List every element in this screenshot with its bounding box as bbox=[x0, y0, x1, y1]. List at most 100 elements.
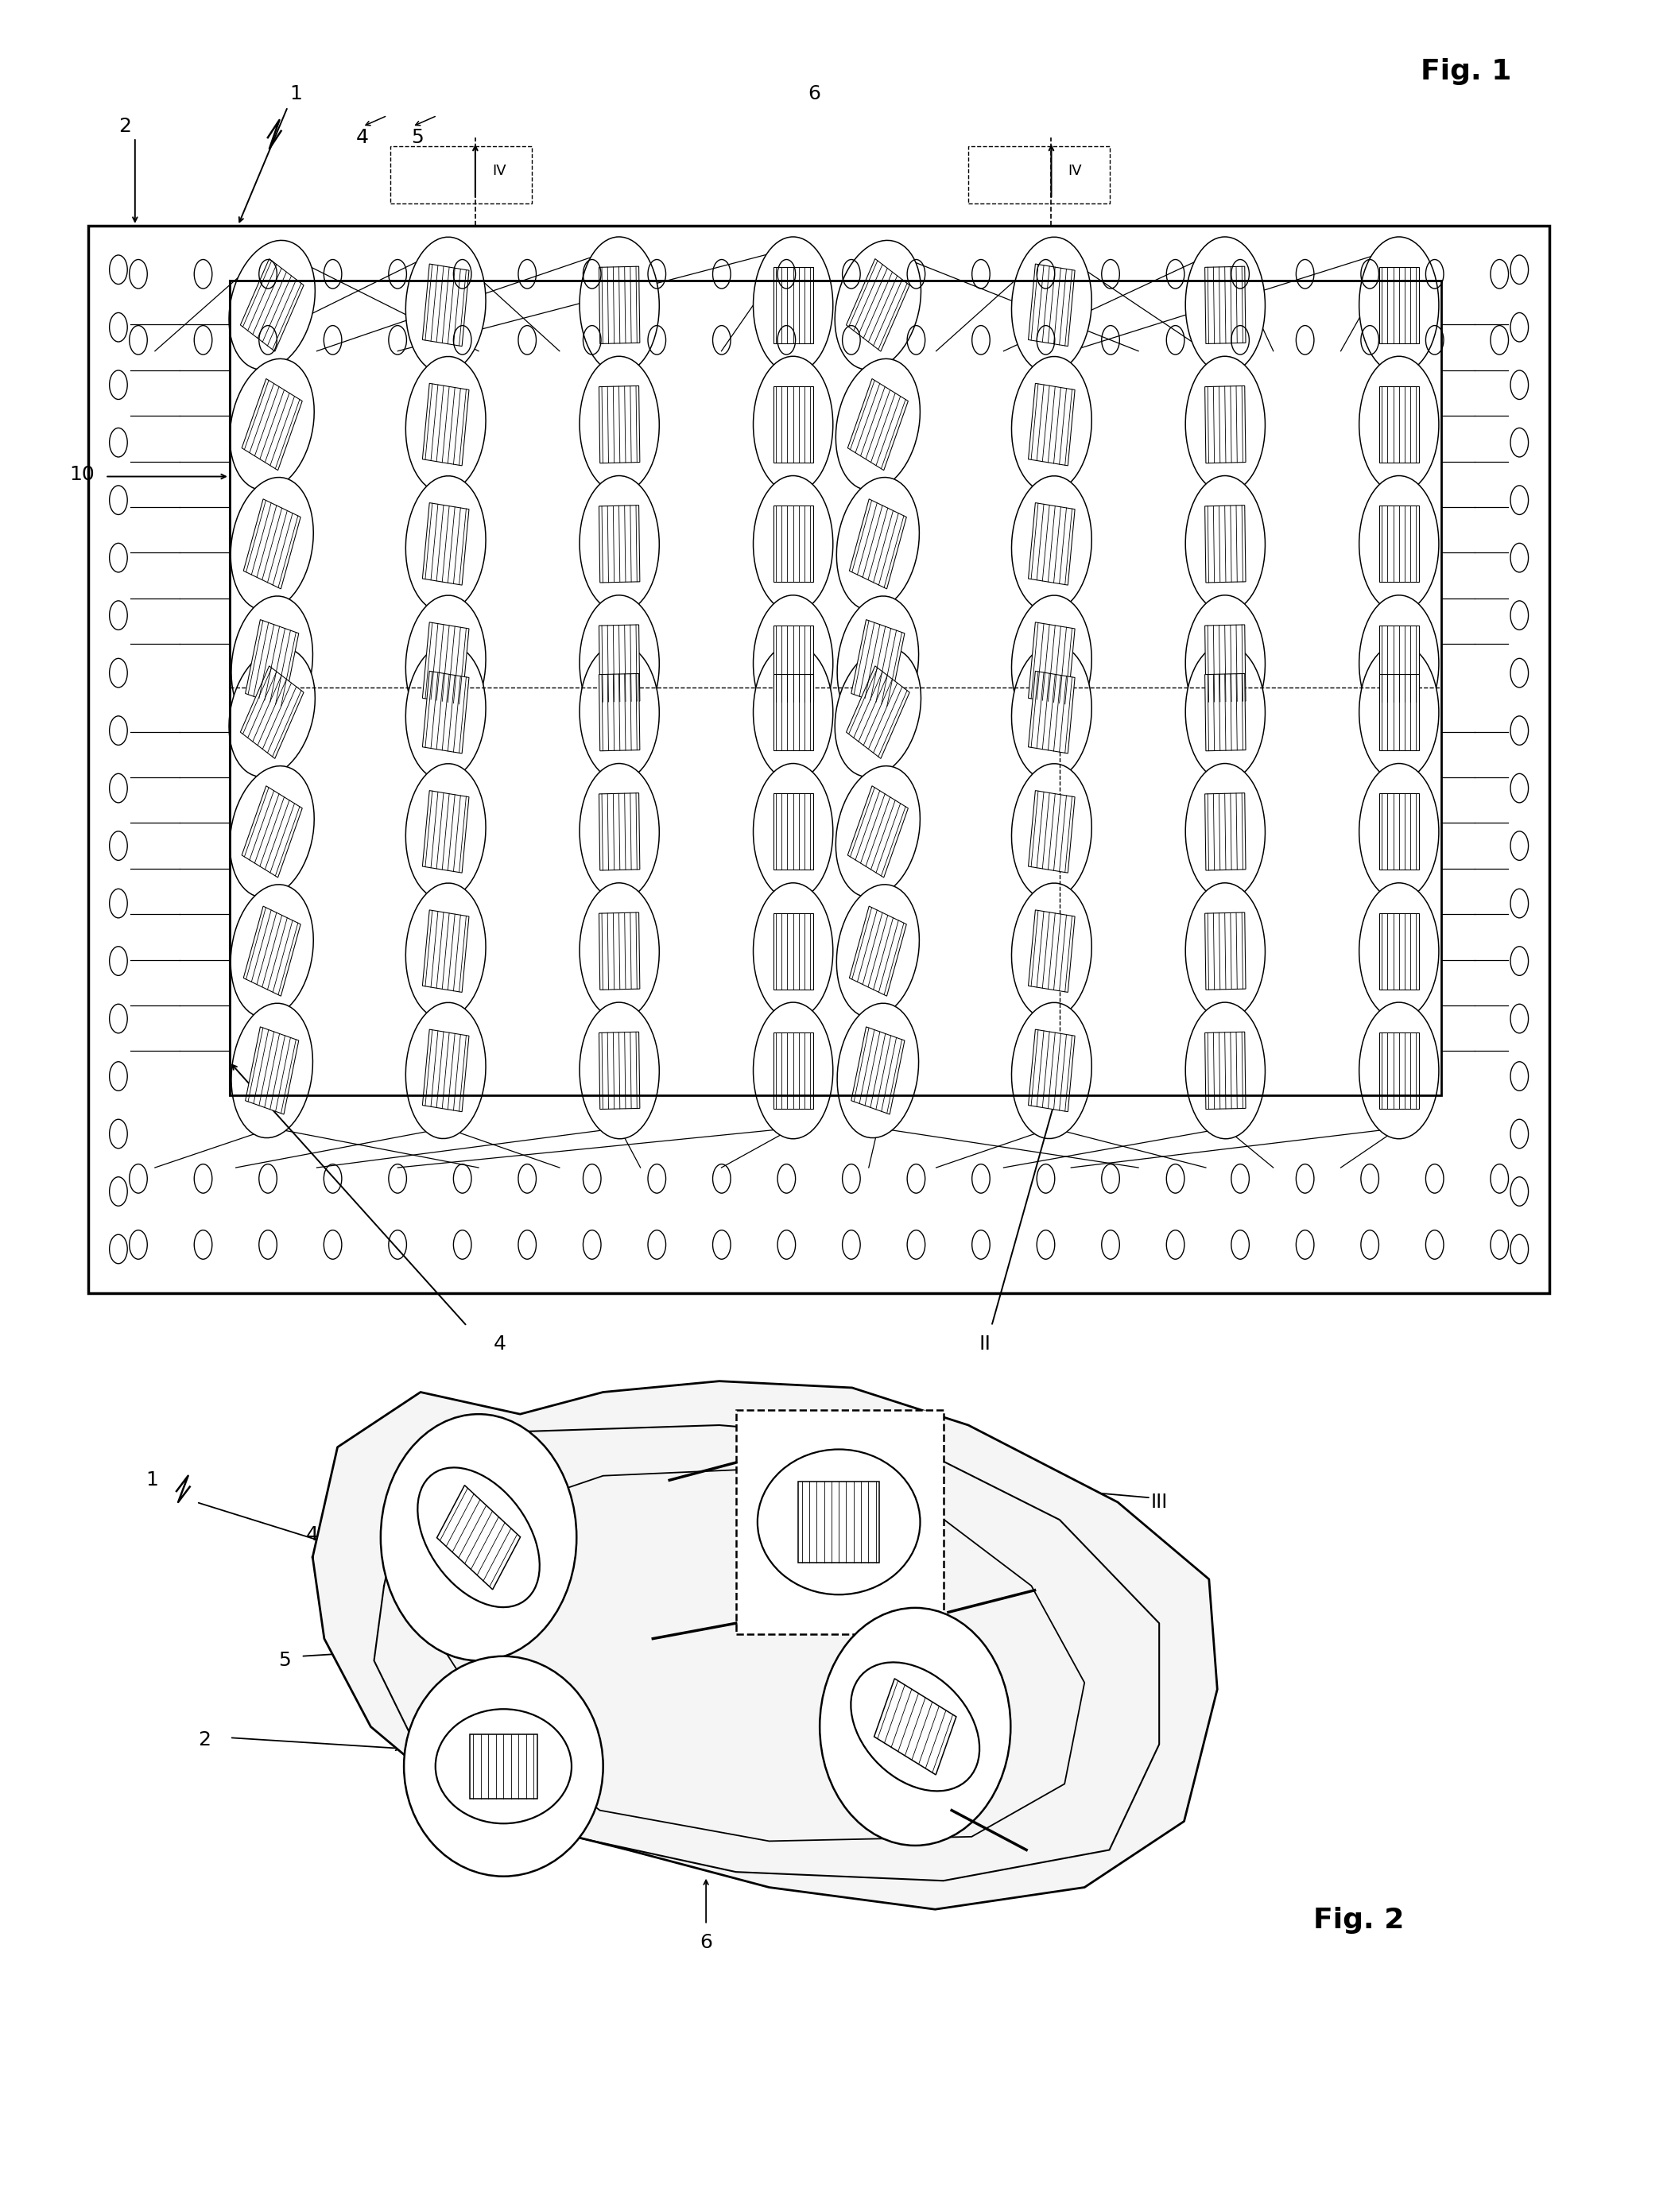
Text: 5: 5 bbox=[277, 1650, 291, 1670]
Ellipse shape bbox=[754, 644, 832, 781]
Ellipse shape bbox=[406, 356, 486, 493]
Polygon shape bbox=[849, 500, 906, 588]
Ellipse shape bbox=[1359, 356, 1439, 493]
Ellipse shape bbox=[851, 1661, 979, 1792]
Polygon shape bbox=[774, 626, 814, 701]
Ellipse shape bbox=[381, 1413, 576, 1661]
Polygon shape bbox=[1028, 622, 1074, 706]
Text: 2: 2 bbox=[119, 117, 132, 137]
Ellipse shape bbox=[836, 765, 921, 898]
Ellipse shape bbox=[757, 1449, 921, 1595]
Polygon shape bbox=[1028, 1029, 1074, 1113]
Ellipse shape bbox=[1185, 763, 1265, 900]
Ellipse shape bbox=[580, 644, 660, 781]
Ellipse shape bbox=[1011, 595, 1091, 732]
Ellipse shape bbox=[836, 358, 921, 491]
Polygon shape bbox=[423, 790, 470, 874]
Text: 4: 4 bbox=[495, 1334, 506, 1354]
Polygon shape bbox=[423, 263, 470, 347]
Ellipse shape bbox=[229, 648, 316, 776]
Text: 6: 6 bbox=[700, 1933, 712, 1951]
Polygon shape bbox=[774, 1033, 814, 1108]
Polygon shape bbox=[1205, 914, 1245, 989]
Ellipse shape bbox=[1359, 644, 1439, 781]
Ellipse shape bbox=[1185, 883, 1265, 1020]
Polygon shape bbox=[849, 907, 906, 995]
Polygon shape bbox=[1379, 1033, 1419, 1108]
Text: Fig. 2: Fig. 2 bbox=[1313, 1907, 1404, 1933]
Polygon shape bbox=[1205, 675, 1245, 750]
Text: 4: 4 bbox=[306, 1526, 319, 1544]
Polygon shape bbox=[846, 666, 909, 759]
Polygon shape bbox=[1028, 502, 1074, 586]
Text: 6: 6 bbox=[807, 84, 820, 104]
Ellipse shape bbox=[231, 885, 314, 1018]
Text: 10: 10 bbox=[69, 465, 95, 484]
Bar bbox=[89, 226, 1549, 1294]
Polygon shape bbox=[241, 666, 304, 759]
Polygon shape bbox=[242, 378, 302, 471]
Text: IV: IV bbox=[491, 164, 506, 177]
Ellipse shape bbox=[754, 356, 832, 493]
Ellipse shape bbox=[1359, 595, 1439, 732]
Text: 1: 1 bbox=[145, 1471, 157, 1489]
Polygon shape bbox=[774, 794, 814, 869]
Text: 5: 5 bbox=[411, 128, 423, 148]
Ellipse shape bbox=[580, 237, 660, 374]
Polygon shape bbox=[244, 907, 301, 995]
Ellipse shape bbox=[231, 358, 314, 491]
Polygon shape bbox=[847, 378, 907, 471]
Polygon shape bbox=[774, 914, 814, 989]
Polygon shape bbox=[1379, 914, 1419, 989]
Polygon shape bbox=[1028, 670, 1074, 754]
Polygon shape bbox=[598, 914, 640, 989]
Polygon shape bbox=[1205, 794, 1245, 869]
Polygon shape bbox=[598, 1033, 640, 1108]
Bar bbox=[229, 281, 1442, 1095]
Polygon shape bbox=[598, 794, 640, 869]
Ellipse shape bbox=[406, 1002, 486, 1139]
Ellipse shape bbox=[837, 595, 919, 730]
Text: III: III bbox=[1151, 1493, 1168, 1511]
Polygon shape bbox=[423, 670, 470, 754]
Text: 1: 1 bbox=[289, 84, 302, 104]
Ellipse shape bbox=[754, 237, 832, 374]
Ellipse shape bbox=[406, 883, 486, 1020]
Ellipse shape bbox=[406, 237, 486, 374]
Ellipse shape bbox=[754, 1002, 832, 1139]
Polygon shape bbox=[423, 383, 470, 467]
Polygon shape bbox=[774, 268, 814, 343]
Bar bbox=[391, 146, 531, 204]
Polygon shape bbox=[1379, 794, 1419, 869]
Ellipse shape bbox=[229, 241, 316, 369]
Ellipse shape bbox=[837, 885, 919, 1018]
Polygon shape bbox=[851, 619, 904, 708]
Ellipse shape bbox=[406, 763, 486, 900]
Polygon shape bbox=[851, 1026, 904, 1115]
Ellipse shape bbox=[1011, 1002, 1091, 1139]
Polygon shape bbox=[1205, 265, 1245, 343]
Ellipse shape bbox=[837, 478, 919, 611]
Polygon shape bbox=[1379, 507, 1419, 582]
Polygon shape bbox=[598, 675, 640, 750]
Polygon shape bbox=[846, 259, 909, 352]
Bar bbox=[735, 1409, 944, 1635]
Ellipse shape bbox=[837, 1004, 919, 1137]
Ellipse shape bbox=[1011, 644, 1091, 781]
Polygon shape bbox=[244, 500, 301, 588]
Ellipse shape bbox=[754, 883, 832, 1020]
Ellipse shape bbox=[836, 241, 921, 369]
Text: 3: 3 bbox=[1125, 1635, 1138, 1655]
Ellipse shape bbox=[754, 763, 832, 900]
Polygon shape bbox=[1379, 626, 1419, 701]
Polygon shape bbox=[1028, 383, 1074, 467]
Polygon shape bbox=[847, 785, 907, 878]
Polygon shape bbox=[1205, 504, 1245, 582]
Polygon shape bbox=[241, 259, 304, 352]
Polygon shape bbox=[1205, 385, 1245, 462]
Ellipse shape bbox=[836, 648, 921, 776]
Ellipse shape bbox=[754, 595, 832, 732]
Polygon shape bbox=[312, 1380, 1216, 1909]
Ellipse shape bbox=[1359, 883, 1439, 1020]
Polygon shape bbox=[799, 1482, 879, 1562]
